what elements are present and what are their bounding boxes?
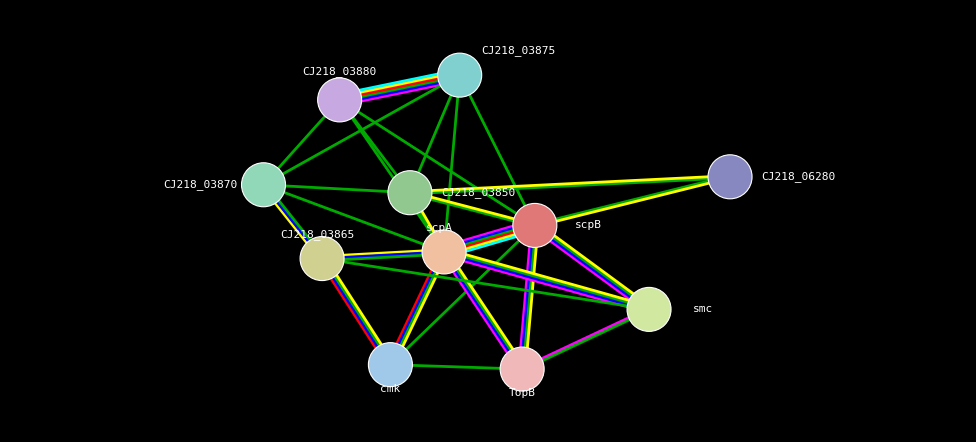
Text: CJ218_06280: CJ218_06280 — [761, 171, 835, 182]
Text: CJ218_03875: CJ218_03875 — [481, 46, 555, 56]
Text: TopB: TopB — [508, 389, 536, 398]
Text: CJ218_03880: CJ218_03880 — [303, 66, 377, 76]
Text: CJ218_03870: CJ218_03870 — [163, 179, 237, 190]
Text: scpB: scpB — [575, 221, 602, 230]
Circle shape — [300, 236, 345, 281]
Text: CJ218_03850: CJ218_03850 — [441, 187, 515, 198]
Text: cmk: cmk — [381, 384, 400, 394]
Circle shape — [368, 343, 413, 387]
Circle shape — [241, 163, 286, 207]
Circle shape — [317, 78, 362, 122]
Circle shape — [708, 155, 752, 199]
Circle shape — [387, 171, 432, 215]
Circle shape — [422, 230, 467, 274]
Circle shape — [627, 287, 671, 332]
Text: smc: smc — [693, 305, 712, 314]
Text: scpA: scpA — [426, 223, 453, 232]
Circle shape — [500, 347, 545, 391]
Text: CJ218_03865: CJ218_03865 — [280, 229, 354, 240]
Circle shape — [437, 53, 482, 97]
Circle shape — [512, 203, 557, 248]
